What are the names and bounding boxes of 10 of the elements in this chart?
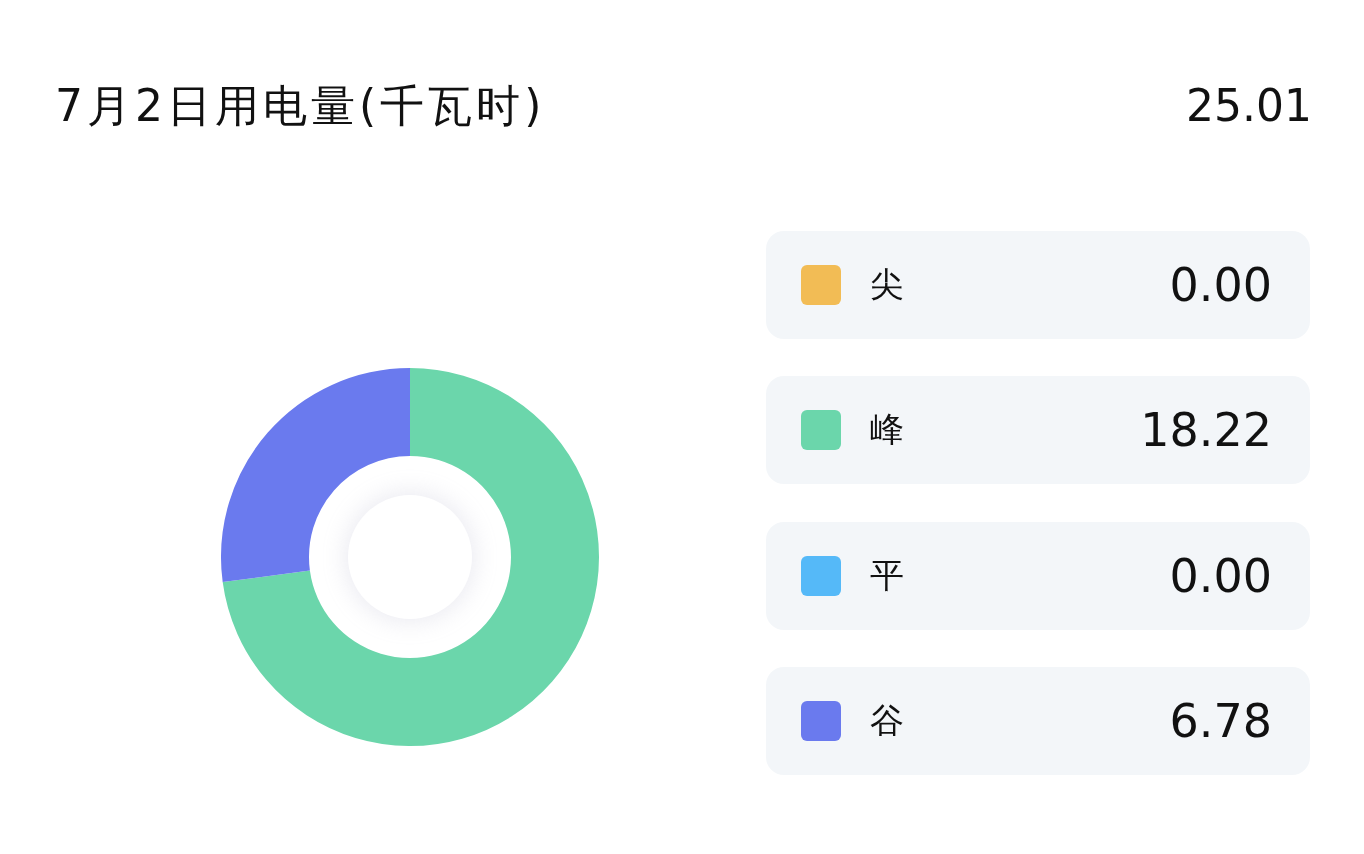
text: 25.01 xyxy=(1186,80,1312,132)
legend-label: 平 xyxy=(870,553,904,597)
chart-title: 7月2日用电量(千瓦时) xyxy=(55,80,546,132)
data-label: 18.22 xyxy=(1140,402,1272,459)
legend-label: 尖 xyxy=(870,263,904,306)
data-label: 6.78 xyxy=(1169,692,1272,749)
legend-label: 峰 xyxy=(870,408,904,452)
text: 0.00 xyxy=(1169,258,1272,312)
text: 0.00 xyxy=(1169,548,1272,603)
legend-label: 谷 xyxy=(870,698,904,742)
